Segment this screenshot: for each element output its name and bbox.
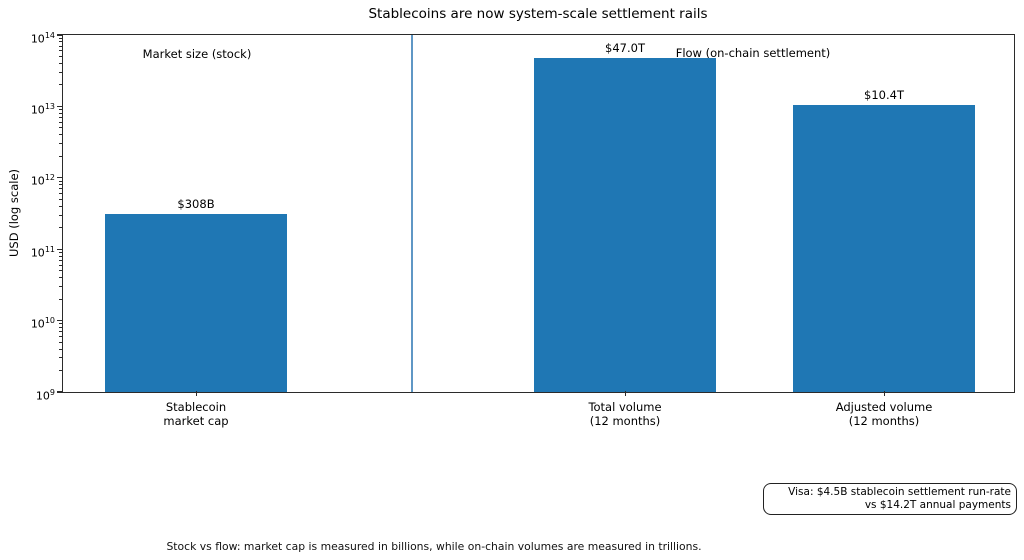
y-tick-minor bbox=[59, 327, 62, 329]
chart-title: Stablecoins are now system-scale settlem… bbox=[368, 6, 708, 22]
x-tick-label-0: Stablecoin market cap bbox=[163, 400, 229, 428]
bar-value-label-2: $10.4T bbox=[864, 88, 904, 103]
figure-caption: Stock vs flow: market cap is measured in… bbox=[166, 540, 702, 553]
y-tick-minor bbox=[59, 121, 62, 123]
y-tick-minor bbox=[59, 109, 62, 111]
y-tick-minor bbox=[59, 348, 62, 350]
annotation-market-size: Market size (stock) bbox=[142, 47, 252, 61]
bar-0 bbox=[105, 214, 287, 392]
y-tick-label-10: 1010 bbox=[30, 316, 55, 331]
y-tick-major-13 bbox=[57, 105, 62, 107]
y-tick-minor bbox=[59, 188, 62, 190]
x-tick-0 bbox=[195, 391, 197, 396]
y-tick-label-13: 1013 bbox=[30, 101, 55, 117]
y-tick-minor bbox=[59, 193, 62, 195]
y-tick-major-9 bbox=[57, 391, 62, 393]
y-tick-label-11: 1011 bbox=[30, 244, 55, 260]
bar-value-label-0: $308B bbox=[177, 197, 215, 212]
y-tick-major-11 bbox=[57, 248, 62, 250]
y-tick-minor bbox=[59, 251, 62, 253]
plot-area: Market size (stock) Flow (on-chain settl… bbox=[31, 31, 1015, 428]
x-tick-label-1: Total volume (12 months) bbox=[588, 400, 662, 428]
y-tick-minor bbox=[59, 198, 62, 200]
y-tick-minor bbox=[59, 205, 62, 207]
y-tick-label-12: 1012 bbox=[30, 173, 55, 188]
y-tick-minor bbox=[59, 116, 62, 118]
y-tick-minor bbox=[59, 255, 62, 257]
bar-value-label-1: $47.0T bbox=[605, 41, 645, 56]
x-tick-label-2: Adjusted volume (12 months) bbox=[835, 400, 933, 428]
y-tick-major-14 bbox=[57, 34, 62, 36]
x-tick-1 bbox=[624, 391, 626, 396]
y-tick-minor bbox=[59, 50, 62, 52]
y-axis-label: USD (log scale) bbox=[7, 168, 21, 258]
y-tick-minor bbox=[59, 214, 62, 216]
y-tick-minor bbox=[59, 370, 62, 371]
y-tick-minor bbox=[59, 227, 62, 229]
y-tick-major-10 bbox=[57, 320, 62, 322]
y-tick-minor bbox=[59, 180, 62, 182]
bar-2 bbox=[793, 105, 975, 392]
y-tick-minor bbox=[59, 55, 62, 57]
y-tick-minor bbox=[59, 134, 62, 136]
y-tick-minor bbox=[59, 155, 62, 157]
y-tick-minor bbox=[59, 341, 62, 343]
y-tick-label-14: 1014 bbox=[30, 30, 55, 46]
y-tick-label-9: 109 bbox=[35, 387, 55, 403]
y-tick-minor bbox=[59, 270, 62, 272]
y-tick-minor bbox=[59, 112, 62, 114]
y-tick-minor bbox=[59, 259, 62, 261]
y-tick-minor bbox=[59, 335, 62, 337]
y-tick-minor bbox=[59, 277, 62, 279]
x-tick-2 bbox=[883, 391, 885, 396]
y-tick-minor bbox=[59, 286, 62, 288]
y-tick-minor bbox=[59, 84, 62, 86]
y-tick-minor bbox=[59, 127, 62, 129]
visa-note-box: Visa: $4.5B stablecoin settlement run-ra… bbox=[763, 483, 1017, 515]
y-tick-minor bbox=[59, 45, 62, 47]
y-tick-minor bbox=[59, 331, 62, 333]
y-tick-minor bbox=[59, 264, 62, 266]
annotation-flow: Flow (on-chain settlement) bbox=[675, 46, 831, 60]
y-tick-minor bbox=[59, 323, 62, 325]
visa-note-line1: Visa: $4.5B stablecoin settlement run-ra… bbox=[788, 486, 1011, 498]
y-tick-major-12 bbox=[57, 177, 62, 179]
stock-flow-divider-line bbox=[411, 35, 413, 392]
y-tick-minor bbox=[59, 357, 62, 359]
y-tick-minor bbox=[59, 71, 62, 73]
y-tick-minor bbox=[59, 62, 62, 64]
y-tick-minor bbox=[59, 41, 62, 43]
visa-note-line2: vs $14.2T annual payments bbox=[864, 499, 1011, 511]
y-tick-minor bbox=[59, 184, 62, 186]
bar-1 bbox=[534, 58, 716, 392]
y-tick-minor bbox=[59, 37, 62, 39]
y-tick-minor bbox=[59, 298, 62, 300]
y-tick-minor bbox=[59, 143, 62, 145]
